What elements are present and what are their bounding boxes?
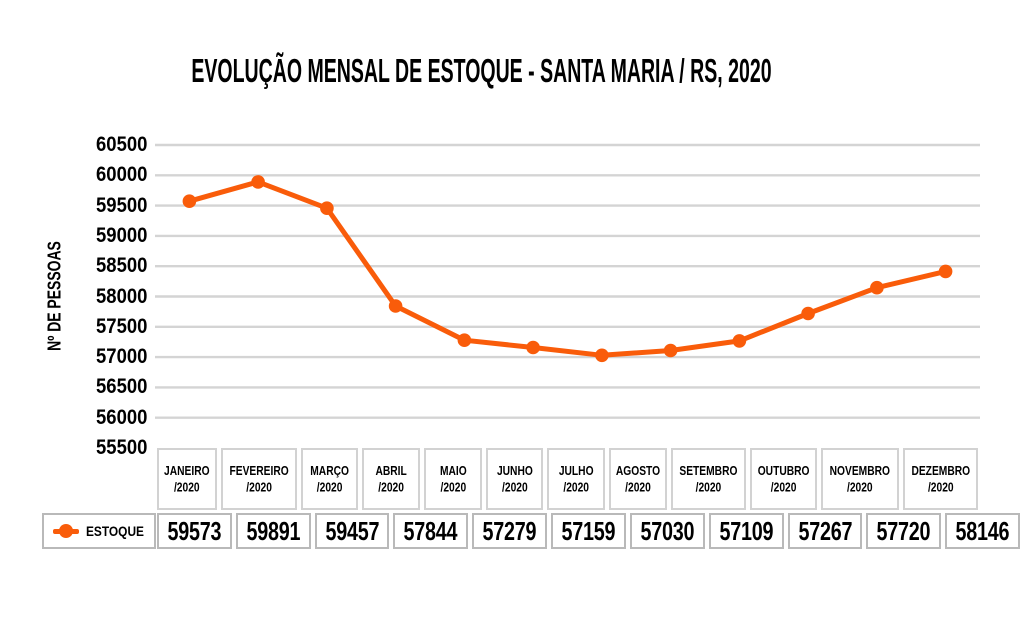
table-value-cell: 57267 (787, 513, 863, 549)
y-tick-label: 58000 (95, 284, 147, 308)
month-label: ABRIL (375, 463, 407, 478)
x-axis-label-cell: ABRIL/2020 (362, 448, 421, 510)
table-value-cell: 57844 (393, 513, 469, 549)
series-line-estoque (186, 179, 949, 358)
x-axis-label-row: JANEIRO/2020 FEVEREIRO/2020 MARÇO/2020 ABRI… (155, 448, 980, 510)
year-label: /2020 (378, 480, 405, 495)
table-value-cell: 57030 (629, 513, 705, 549)
data-point-marker (801, 306, 815, 321)
year-label: /2020 (563, 480, 589, 495)
x-axis-label-cell: MAIO/2020 (424, 448, 482, 510)
x-axis-label-cell: AGOSTO/2020 (608, 448, 667, 510)
data-point-marker (938, 264, 953, 279)
y-tick-label: 56500 (95, 375, 147, 399)
x-axis-label-cell: JULHO/2020 (547, 448, 605, 510)
month-label: FEVEREIRO (229, 463, 289, 478)
month-label: MARÇO (310, 463, 349, 478)
y-tick-label: 60000 (95, 163, 147, 187)
data-point-marker (595, 348, 609, 363)
y-tick-label: 55500 (95, 436, 147, 459)
x-axis-label-cell: JANEIRO/2020 (157, 448, 217, 510)
data-point-marker (526, 340, 540, 355)
x-axis-label-cell: FEVEREIRO/2020 (220, 448, 297, 510)
table-value-cell: 57720 (866, 513, 942, 549)
year-label: /2020 (501, 480, 528, 495)
month-label: NOVEMBRO (829, 463, 890, 478)
year-label: /2020 (173, 480, 200, 495)
table-value-cell: 57109 (708, 513, 784, 549)
data-point-marker (663, 343, 678, 358)
x-axis-label-cell: SETEMBRO/2020 (670, 448, 746, 510)
y-tick-label: 59500 (95, 193, 147, 217)
y-tick-label: 59000 (95, 223, 147, 247)
year-label: /2020 (245, 480, 272, 495)
year-label: /2020 (316, 480, 343, 495)
legend-cell: ESTOQUE (42, 513, 156, 549)
table-value-cell: 57159 (551, 513, 626, 549)
chart-title-text: EVOLUÇÃO MENSAL DE ESTOQUE - SANTA MARIA… (190, 51, 772, 90)
legend-line-marker-icon (53, 524, 79, 538)
month-label: DEZEMBRO (910, 463, 970, 478)
y-tick-label: 58500 (95, 254, 147, 278)
year-label: /2020 (695, 480, 722, 495)
month-label: JUNHO (496, 463, 533, 478)
month-label: OUTUBRO (757, 463, 810, 478)
data-point-marker (182, 194, 197, 208)
table-value-cell: 59457 (314, 513, 390, 549)
data-point-marker (251, 175, 265, 189)
data-point-marker (388, 299, 403, 313)
x-axis-label-cell: JUNHO/2020 (485, 448, 544, 510)
year-label: /2020 (440, 480, 466, 495)
month-label: JANEIRO (164, 463, 210, 478)
data-point-marker (320, 201, 334, 215)
table-value-cell: 59573 (157, 513, 232, 549)
year-label: /2020 (625, 480, 651, 495)
legend-label: ESTOQUE (85, 523, 144, 539)
x-axis-label-cell: MARÇO/2020 (300, 448, 359, 510)
year-label: /2020 (770, 480, 797, 495)
month-label: MAIO (439, 463, 467, 478)
month-label: AGOSTO (615, 463, 660, 478)
x-axis-label-cell: OUTUBRO/2020 (749, 448, 817, 510)
x-axis-label-cell: NOVEMBRO/2020 (820, 448, 899, 510)
x-axis-label-cell: DEZEMBRO/2020 (902, 448, 979, 510)
y-tick-label: 60500 (95, 133, 147, 156)
legend-dot-icon (58, 524, 73, 538)
data-point-marker (870, 280, 884, 295)
month-label: SETEMBRO (679, 463, 738, 478)
table-value-cell: 58146 (945, 513, 1020, 549)
year-label: /2020 (846, 480, 873, 495)
table-value-row: 59573 59891 59457 57844 57279 57159 57030 57109… (155, 513, 1024, 549)
y-axis-ticks: 60500 60000 59500 59000 58500 58000 57500 57000… (0, 133, 147, 459)
y-tick-label: 57500 (95, 314, 147, 338)
data-point-marker (457, 333, 472, 347)
data-point-marker (732, 334, 747, 348)
table-value-cell: 59891 (235, 513, 311, 549)
month-label: JULHO (558, 463, 594, 478)
table-value-cell: 57279 (472, 513, 548, 549)
chart-title: EVOLUÇÃO MENSAL DE ESTOQUE - SANTA MARIA… (0, 51, 962, 90)
plot-area (155, 143, 980, 419)
year-label: /2020 (927, 480, 954, 495)
y-tick-label: 57000 (95, 345, 147, 369)
y-tick-label: 56000 (95, 405, 147, 429)
